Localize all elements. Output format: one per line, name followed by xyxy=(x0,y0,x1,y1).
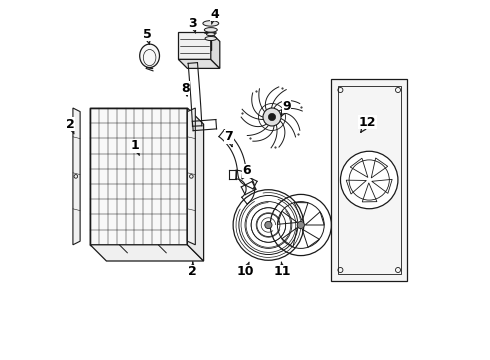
Text: 1: 1 xyxy=(131,139,140,156)
Circle shape xyxy=(263,108,281,126)
Text: 10: 10 xyxy=(236,262,254,278)
Circle shape xyxy=(341,151,398,209)
Circle shape xyxy=(297,221,304,229)
Ellipse shape xyxy=(204,28,217,32)
Text: 3: 3 xyxy=(189,17,197,33)
Text: 5: 5 xyxy=(143,28,151,44)
Circle shape xyxy=(269,113,275,121)
Circle shape xyxy=(265,221,272,229)
Polygon shape xyxy=(187,108,204,261)
Text: 6: 6 xyxy=(242,165,251,179)
Text: 9: 9 xyxy=(281,100,291,116)
Text: 12: 12 xyxy=(359,116,376,132)
Polygon shape xyxy=(90,108,187,245)
Ellipse shape xyxy=(206,33,215,36)
Polygon shape xyxy=(211,32,220,68)
Text: 4: 4 xyxy=(210,8,219,24)
Polygon shape xyxy=(178,59,220,68)
Polygon shape xyxy=(73,108,80,245)
Text: 8: 8 xyxy=(181,82,190,96)
Polygon shape xyxy=(187,108,196,245)
Ellipse shape xyxy=(203,21,219,26)
Polygon shape xyxy=(90,245,204,261)
Text: 2: 2 xyxy=(66,118,75,134)
Text: 2: 2 xyxy=(189,262,197,278)
Polygon shape xyxy=(331,79,407,281)
Ellipse shape xyxy=(205,36,217,41)
Text: 7: 7 xyxy=(224,130,233,147)
Text: 11: 11 xyxy=(274,262,292,278)
Polygon shape xyxy=(178,32,211,59)
Ellipse shape xyxy=(140,44,160,68)
